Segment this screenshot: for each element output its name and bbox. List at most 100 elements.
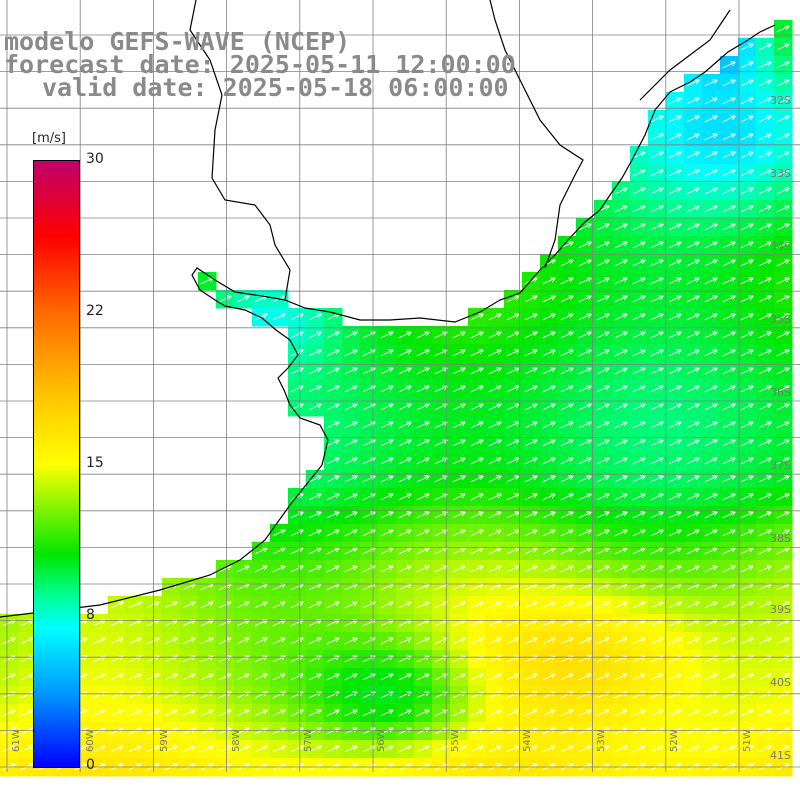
wind-arrow (596, 385, 610, 393)
wind-arrow (524, 547, 538, 555)
coastline-brazil-border (489, 0, 584, 269)
wind-arrow (416, 493, 430, 501)
wind-arrow (308, 349, 322, 357)
wind-arrow (380, 529, 394, 537)
wind-arrow (704, 349, 718, 357)
wind-arrow (776, 115, 790, 123)
wind-arrow (614, 709, 628, 717)
wind-arrow (488, 493, 502, 501)
wind-arrow (488, 457, 502, 465)
wind-arrow (398, 421, 412, 429)
wind-arrow (506, 493, 520, 501)
wind-arrow (218, 295, 232, 303)
wind-arrow (686, 637, 700, 645)
wind-arrow (560, 241, 574, 249)
wind-arrow (218, 637, 232, 645)
lat-label-37s: 37S (770, 459, 791, 472)
wind-arrow (182, 709, 196, 717)
wind-arrow (668, 439, 682, 447)
wind-arrow (668, 205, 682, 213)
wind-arrow (704, 511, 718, 519)
wind-arrow (308, 511, 322, 519)
wind-arrow (704, 385, 718, 393)
wind-arrow (542, 421, 556, 429)
wind-arrow (758, 259, 772, 267)
wind-arrow (470, 511, 484, 519)
wind-arrow (578, 529, 592, 537)
wind-arrow (668, 151, 682, 159)
wind-arrow (506, 745, 520, 753)
wind-arrow (524, 673, 538, 681)
title-model: modelo GEFS-WAVE (NCEP) (4, 27, 351, 56)
wind-arrow (2, 673, 16, 681)
wind-arrow (758, 709, 772, 717)
wind-arrow (416, 331, 430, 339)
wind-arrow (596, 259, 610, 267)
wind-arrow (416, 547, 430, 555)
wind-arrow (596, 709, 610, 717)
wind-arrow (776, 439, 790, 447)
wind-arrow (758, 43, 772, 51)
wind-arrow (524, 475, 538, 483)
wind-arrow (704, 457, 718, 465)
wind-arrow (776, 745, 790, 753)
wind-arrow (668, 511, 682, 519)
wind-arrow (578, 457, 592, 465)
wind-arrow (308, 547, 322, 555)
wind-arrow (416, 439, 430, 447)
wind-arrow (578, 403, 592, 411)
wind-arrow (650, 493, 664, 501)
wind-arrow (704, 295, 718, 303)
wind-arrow (344, 511, 358, 519)
wind-arrow (614, 403, 628, 411)
wind-arrow (758, 169, 772, 177)
wind-arrow (416, 457, 430, 465)
wind-arrow (704, 115, 718, 123)
wind-arrow (614, 331, 628, 339)
wind-arrow (632, 241, 646, 249)
wind-arrow (290, 385, 304, 393)
wind-arrow (308, 403, 322, 411)
wind-arrow (704, 169, 718, 177)
wind-arrow (380, 637, 394, 645)
wind-arrow (488, 313, 502, 321)
lat-label-36s: 36S (770, 386, 791, 399)
wind-arrow (344, 367, 358, 375)
wind-arrow (398, 403, 412, 411)
wind-arrow (776, 43, 790, 51)
wind-arrow (686, 241, 700, 249)
wind-arrow (92, 709, 106, 717)
wind-arrow (758, 637, 772, 645)
wind-arrow (560, 421, 574, 429)
wind-arrow (704, 475, 718, 483)
wind-arrow (110, 673, 124, 681)
wind-arrow (254, 673, 268, 681)
wind-arrow (686, 79, 700, 87)
wind-arrow (686, 169, 700, 177)
wind-arrow (740, 421, 754, 429)
wind-arrow (632, 745, 646, 753)
wind-arrow (398, 745, 412, 753)
wind-arrow (470, 313, 484, 321)
wind-arrow (596, 421, 610, 429)
wind-arrow (92, 745, 106, 753)
wind-arrow (506, 385, 520, 393)
wind-arrow (704, 421, 718, 429)
wind-arrow (506, 565, 520, 573)
wind-arrow (308, 331, 322, 339)
wind-arrow (380, 403, 394, 411)
wind-arrow (470, 367, 484, 375)
wind-arrow (578, 637, 592, 645)
wind-arrow (398, 529, 412, 537)
wind-arrow (344, 547, 358, 555)
wind-arrow (650, 151, 664, 159)
wind-arrow (164, 673, 178, 681)
wind-arrow (668, 529, 682, 537)
wind-arrow (776, 421, 790, 429)
wind-arrow (704, 205, 718, 213)
wind-arrow (524, 511, 538, 519)
wind-arrow (650, 421, 664, 429)
wind-arrow (632, 295, 646, 303)
wind-arrow (236, 745, 250, 753)
